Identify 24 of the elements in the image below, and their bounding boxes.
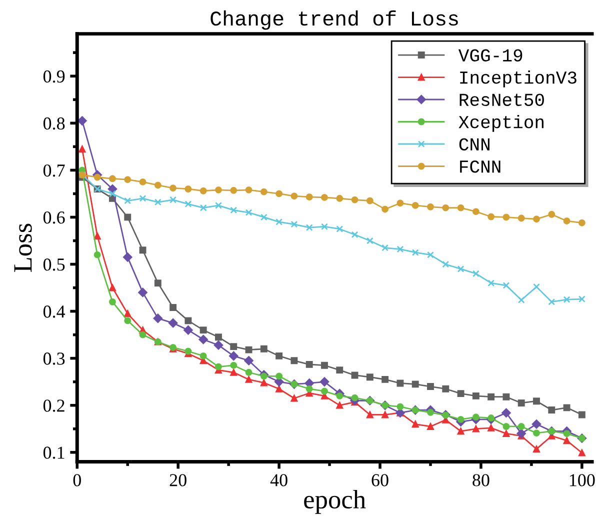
y-tick-label: 0.1: [43, 446, 64, 459]
x-tick-label: 60: [372, 474, 388, 486]
legend-label: VGG-19: [458, 49, 522, 62]
y-tick-label: 0.6: [43, 211, 65, 224]
x-tick-label: 40: [270, 474, 288, 486]
y-tick-label: 0.7: [43, 164, 65, 177]
y-tick-label: 0.9: [43, 70, 65, 83]
legend-label: Xception: [458, 114, 544, 132]
y-tick-label: 0.2: [43, 400, 64, 412]
x-tick-label: 80: [472, 474, 490, 486]
x-tick-label: 0: [73, 474, 81, 486]
x-tick-label: 20: [170, 474, 186, 486]
y-tick-label: 0.5: [43, 258, 65, 271]
chart-title: Change trend of Loss: [210, 10, 458, 30]
legend-label: CNN: [459, 138, 490, 150]
y-tick-label: 0.4: [43, 306, 66, 318]
legend-label: FCNN: [460, 160, 500, 173]
x-tick-label: 100: [570, 474, 595, 486]
y-axis-title: Loss: [14, 224, 32, 272]
y-tick-label: 0.8: [43, 117, 65, 130]
x-axis-title: epoch: [304, 490, 366, 514]
legend-label: ResNet50: [460, 94, 544, 106]
legend-label: InceptionV3: [460, 70, 576, 88]
y-tick-label: 0.3: [43, 352, 65, 365]
